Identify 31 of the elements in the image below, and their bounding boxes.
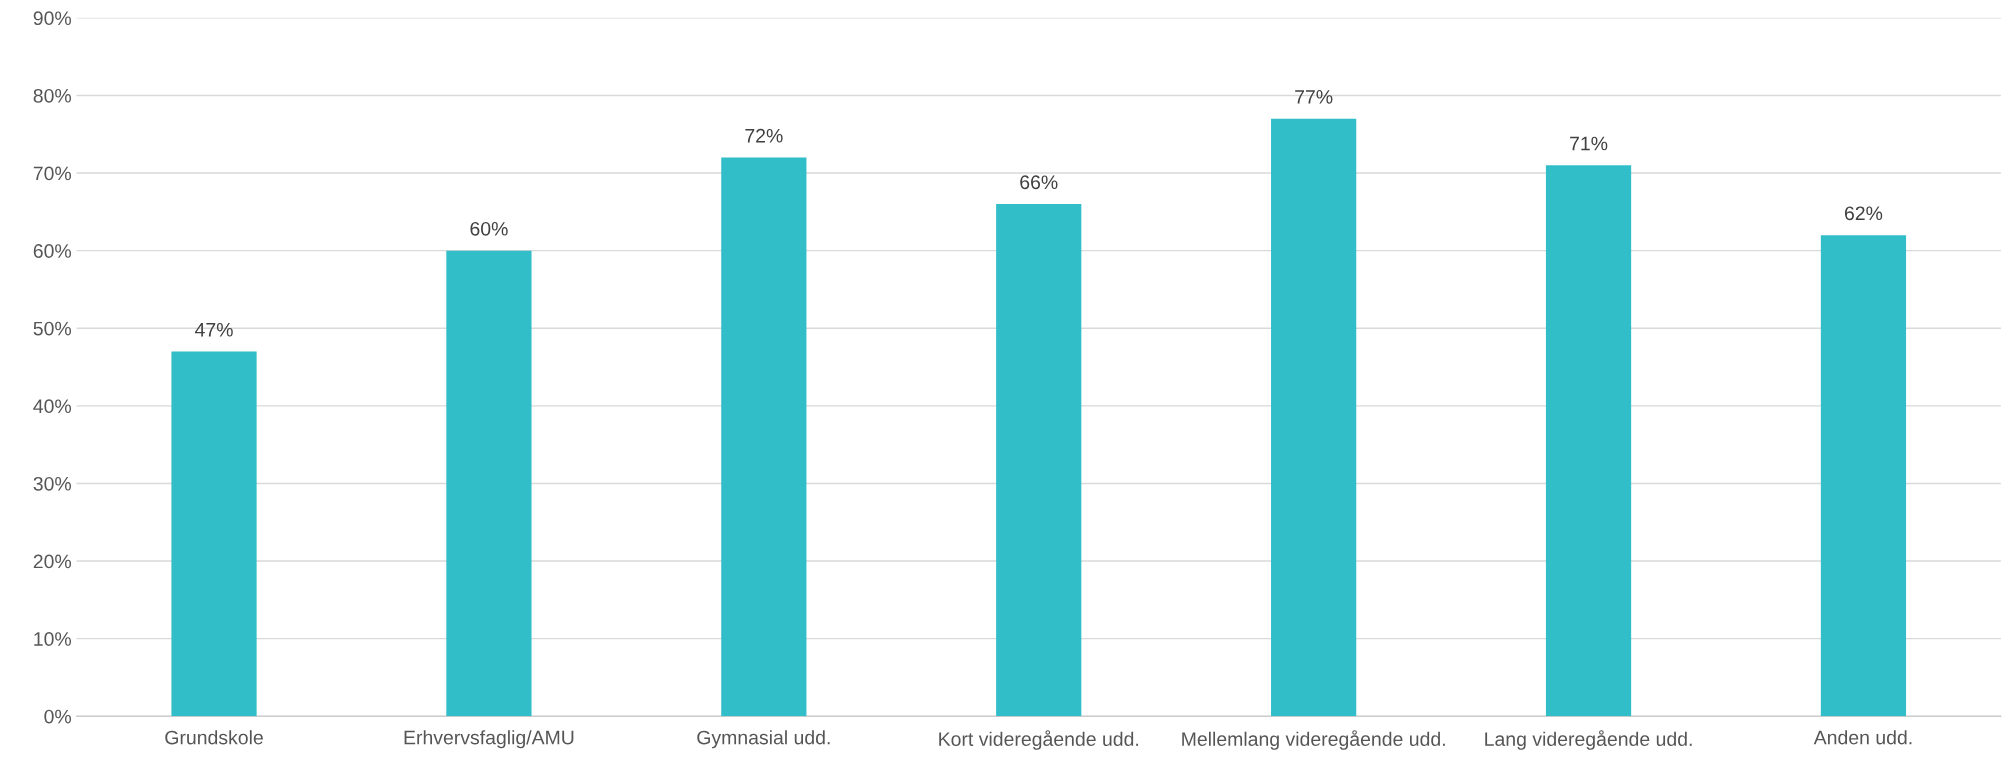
y-tick-label: 40%	[33, 399, 72, 414]
x-tick-label: Kort videregående udd.	[939, 730, 1139, 750]
bar	[171, 351, 257, 717]
y-tick-label: 80%	[33, 88, 72, 103]
x-tick-label: Lang videregående udd.	[1485, 730, 1692, 750]
data-label: 47%	[195, 322, 233, 337]
y-tick-label: 10%	[34, 632, 72, 646]
bar	[1271, 118, 1357, 717]
data-label: 66%	[1020, 175, 1058, 190]
y-tick-label: 60%	[33, 244, 72, 258]
y-tick-label: 70%	[33, 166, 72, 181]
y-tick-label: 50%	[33, 321, 72, 336]
data-label: 72%	[745, 128, 783, 143]
data-label: 77%	[1295, 90, 1333, 104]
bar	[996, 204, 1082, 717]
x-tick-label: Erhvervsfaglig/AMU	[404, 730, 574, 749]
data-label: 60%	[470, 221, 508, 236]
y-tick-label: 30%	[33, 476, 72, 491]
x-tick-label: Anden udd.	[1813, 730, 1912, 745]
bar	[1820, 235, 1907, 717]
data-label: 71%	[1570, 136, 1608, 151]
bar	[721, 157, 807, 717]
y-tick-label: 20%	[33, 554, 72, 569]
bar	[1545, 165, 1632, 717]
data-label: 62%	[1844, 206, 1883, 221]
x-tick-label: Grundskole	[165, 730, 263, 745]
bar	[446, 250, 532, 717]
x-tick-label: Gymnasial udd.	[697, 730, 830, 749]
y-tick-label: 0%	[44, 709, 72, 724]
y-tick-label: 90%	[33, 11, 72, 26]
x-tick-label: Mellemlang videregående udd.	[1182, 730, 1445, 750]
